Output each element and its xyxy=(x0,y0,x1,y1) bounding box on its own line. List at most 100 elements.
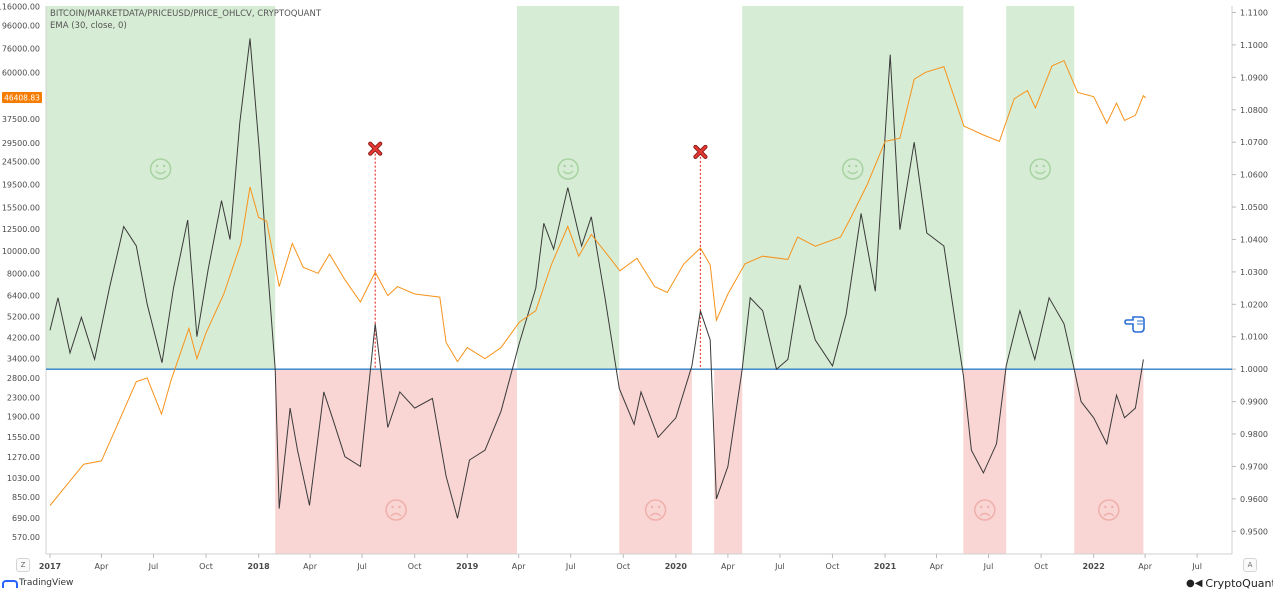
right-tick-label: 1.0200 xyxy=(1240,300,1268,309)
x-tick-label: Apr xyxy=(303,562,318,571)
right-tick-label: 1.1000 xyxy=(1240,41,1268,50)
sad-face-icon xyxy=(1098,499,1120,521)
right-tick-label: 1.0700 xyxy=(1240,138,1268,147)
tradingview-label: TradingView xyxy=(19,578,74,588)
left-tick-label: 10000.00 xyxy=(2,247,40,256)
left-tick-label: 1030.00 xyxy=(7,474,40,483)
right-tick-label: 0.9800 xyxy=(1240,430,1268,439)
tradingview-icon xyxy=(2,579,18,588)
right-axis-ticks: 0.9500 0.9600 0.9700 0.9800 0.9900 1.0000 1.01… xyxy=(1232,8,1268,536)
left-tick-label: 19500.00 xyxy=(2,180,40,189)
scale-z-button[interactable]: Z xyxy=(16,558,30,572)
left-tick-label: 76000.00 xyxy=(2,45,40,54)
price-badge: 46408.83 xyxy=(2,92,42,103)
legend-symbol: BITCOIN/MARKETDATA/PRICEUSD/PRICE_OHLCV,… xyxy=(50,9,322,19)
right-tick-label: 1.0400 xyxy=(1240,235,1268,244)
right-tick-label: 1.0500 xyxy=(1240,203,1268,212)
bull-zone xyxy=(46,6,276,370)
left-tick-label: 4200.00 xyxy=(7,334,40,343)
price-series-line xyxy=(49,59,1147,506)
happy-face-icon xyxy=(557,158,579,180)
left-tick-label: 29500.00 xyxy=(2,139,40,148)
left-axis-ticks: 570.00 690.00 850.00 1030.00 1270.00 1550.00 1… xyxy=(0,3,40,542)
right-tick-label: 0.9900 xyxy=(1240,398,1268,407)
auto-scale-label: A xyxy=(1247,561,1253,569)
x-tick-label: Oct xyxy=(408,562,422,571)
bear-zone xyxy=(619,369,692,554)
x-tick-label: Jul xyxy=(356,562,367,571)
bull-zone xyxy=(1006,6,1075,370)
right-tick-label: 1.1100 xyxy=(1240,8,1268,17)
sad-face-icon xyxy=(385,499,407,521)
x-tick-label: 2020 xyxy=(665,562,688,571)
right-tick-label: 0.9600 xyxy=(1240,495,1268,504)
left-tick-label: 570.00 xyxy=(12,533,40,542)
x-tick-label: Apr xyxy=(930,562,945,571)
right-tick-label: 1.0000 xyxy=(1240,365,1268,374)
left-tick-label: 96000.00 xyxy=(2,21,40,30)
auto-scale-button[interactable]: A xyxy=(1243,558,1257,572)
x-tick-label: Oct xyxy=(826,562,840,571)
left-tick-label: 12500.00 xyxy=(2,225,40,234)
x-tick-label: Apr xyxy=(512,562,527,571)
failed-signals-layer xyxy=(368,141,708,370)
left-tick-label: 5200.00 xyxy=(7,312,40,321)
right-tick-label: 1.0600 xyxy=(1240,171,1268,180)
x-tick-label: 2022 xyxy=(1083,562,1105,571)
x-tick-label: 2021 xyxy=(874,562,897,571)
scale-z-label: Z xyxy=(20,561,26,569)
happy-face-icon xyxy=(842,158,864,180)
left-tick-label: 1270.00 xyxy=(7,453,40,462)
left-tick-label: 8000.00 xyxy=(7,269,40,278)
x-tick-label: Apr xyxy=(95,562,110,571)
pointer-hand-icon xyxy=(1124,316,1145,333)
x-tick-label: Oct xyxy=(199,562,213,571)
sad-face-icon xyxy=(974,499,996,521)
bear-zone xyxy=(275,369,517,554)
happy-face-icon xyxy=(1029,158,1051,180)
x-tick-label: Jul xyxy=(774,562,785,571)
bear-zone xyxy=(1074,369,1144,554)
left-tick-label: 15500.00 xyxy=(2,203,40,212)
right-tick-label: 1.0900 xyxy=(1240,73,1268,82)
left-tick-label: 3400.00 xyxy=(7,355,40,364)
left-tick-label: 60000.00 xyxy=(2,68,40,77)
left-tick-label: 690.00 xyxy=(12,514,40,523)
left-tick-label: 850.00 xyxy=(12,493,40,502)
x-tick-label: Jul xyxy=(1191,562,1202,571)
x-tick-label: Oct xyxy=(1034,562,1048,571)
left-tick-label: 116000.00 xyxy=(0,3,40,12)
zone-faces-layer xyxy=(149,158,1120,521)
legend-indicator: EMA (30, close, 0) xyxy=(50,21,127,31)
legend: BITCOIN/MARKETDATA/PRICEUSD/PRICE_OHLCV,… xyxy=(50,9,322,31)
cryptoquant-icon: ●◀ xyxy=(1186,578,1203,589)
left-tick-label: 24500.00 xyxy=(2,158,40,167)
x-tick-label: 2019 xyxy=(456,562,479,571)
bull-zone xyxy=(742,6,964,370)
left-tick-label: 6400.00 xyxy=(7,292,40,301)
zones-layer xyxy=(45,6,1233,555)
left-tick-label: 2800.00 xyxy=(7,374,40,383)
right-tick-label: 0.9700 xyxy=(1240,462,1268,471)
x-tick-label: 2017 xyxy=(39,562,61,571)
cryptoquant-label: CryptoQuant xyxy=(1205,577,1273,590)
tradingview-logo[interactable]: TradingView xyxy=(2,578,73,588)
right-tick-label: 1.0300 xyxy=(1240,268,1268,277)
x-tick-label: Jul xyxy=(983,562,994,571)
right-tick-label: 1.0100 xyxy=(1240,333,1268,342)
right-tick-label: 1.0800 xyxy=(1240,106,1268,115)
x-tick-label: Oct xyxy=(616,562,630,571)
left-tick-label: 1900.00 xyxy=(7,413,40,422)
happy-face-icon xyxy=(149,158,172,180)
left-tick-label: 1550.00 xyxy=(7,433,40,442)
cross-marker-icon xyxy=(368,141,383,156)
cross-marker-icon xyxy=(693,144,708,160)
bear-zone xyxy=(963,369,1007,554)
left-tick-label: 2300.00 xyxy=(7,394,40,403)
x-axis-ticks: 2017 Apr Jul Oct 2018 Apr Jul Oct 2019 Apr Jul Oct 2… xyxy=(39,554,1202,571)
right-tick-label: 0.9500 xyxy=(1240,527,1268,536)
x-tick-label: Jul xyxy=(148,562,159,571)
left-tick-label: 37500.00 xyxy=(2,115,40,124)
x-tick-label: Apr xyxy=(721,562,736,571)
